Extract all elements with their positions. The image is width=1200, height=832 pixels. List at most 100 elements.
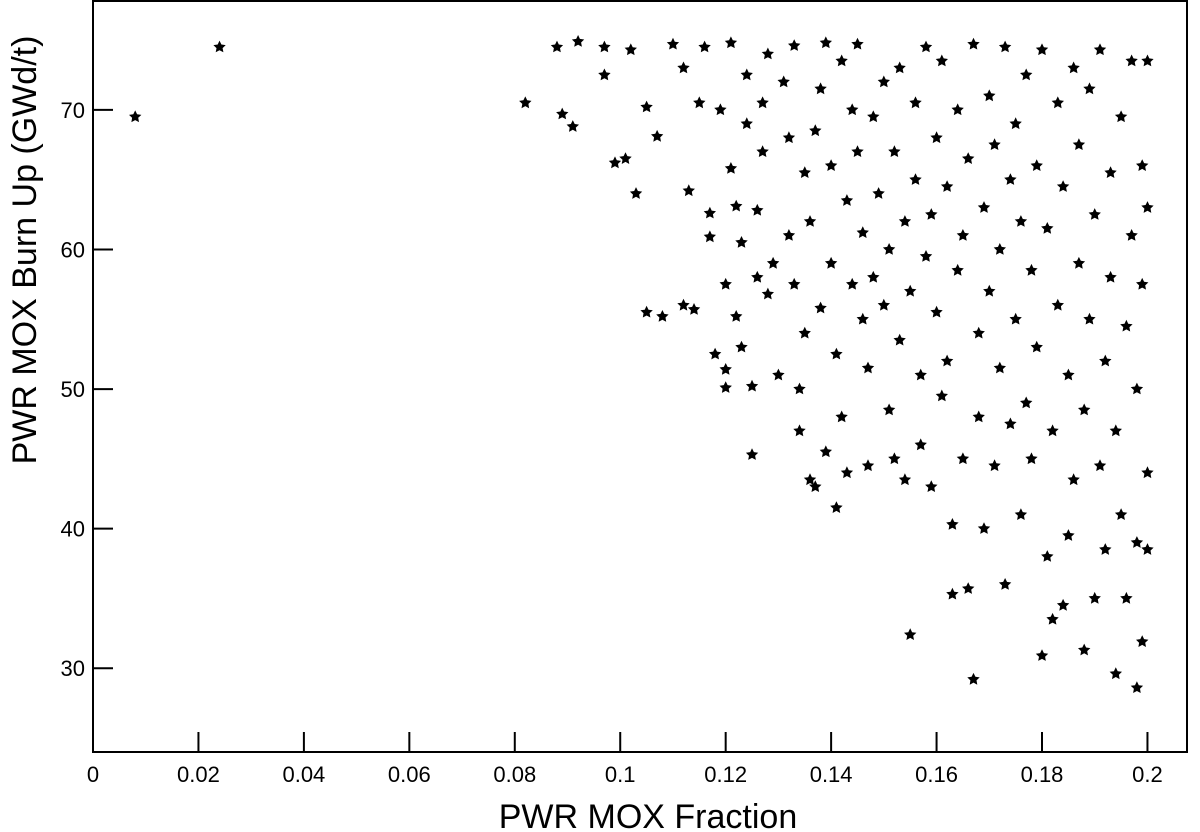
point [940,354,954,367]
point [993,243,1006,255]
point [1004,173,1017,185]
x-tick-label: 0.08 [493,762,536,787]
point [951,103,964,116]
point [519,96,532,109]
y-tick-label: 50 [61,377,85,402]
point [1104,166,1117,178]
point [1062,529,1075,541]
point [1141,466,1154,479]
x-tick-label: 0.16 [915,762,958,787]
y-tick-label: 30 [61,656,85,681]
point [856,312,869,325]
point [719,381,732,393]
point [708,347,722,360]
point [824,159,838,171]
point [935,54,948,67]
point [624,43,637,56]
point [1072,138,1086,150]
point [898,215,912,227]
point [751,203,764,216]
point [882,403,896,416]
x-tick-label: 0.02 [177,762,220,787]
point [893,61,906,74]
point [951,263,964,276]
y-tick-label: 60 [61,237,85,262]
point [772,368,785,381]
point [919,250,933,262]
point [977,522,991,534]
point [1051,298,1064,311]
point [1130,382,1144,395]
point [830,347,843,360]
point [682,184,695,197]
point [956,229,970,241]
point [846,277,859,290]
point [735,236,748,248]
point [798,326,811,339]
point [782,131,796,144]
point [888,145,901,157]
point [745,379,759,392]
point [877,298,890,311]
point [983,284,996,297]
point [213,40,226,53]
point [840,466,854,479]
point [651,129,664,142]
point [967,672,980,685]
point [1114,110,1128,123]
point [1025,263,1038,276]
point [998,578,1012,590]
point [1014,508,1028,520]
x-tick-label: 0.04 [282,762,325,787]
point [835,54,848,67]
point [1030,159,1043,171]
point [1009,117,1022,130]
point [1141,201,1154,213]
point [798,166,811,178]
point [972,410,985,423]
point [719,363,732,375]
point [988,459,1001,472]
y-axis-title: PWR MOX Burn Up (GWd/t) [6,36,44,465]
point [677,61,690,74]
point [1120,591,1133,604]
point [882,243,896,255]
point [898,473,912,486]
point [851,145,864,157]
point [730,310,743,322]
x-tick-label: 0.14 [810,762,853,787]
point [1062,368,1075,381]
point [872,187,885,199]
point [698,40,711,53]
point [1041,222,1054,234]
point [946,587,959,600]
point [867,270,880,283]
point [867,110,880,123]
x-tick-label: 0.2 [1132,762,1163,787]
point [993,361,1006,374]
point [1056,180,1070,192]
point [946,518,959,530]
point [1035,649,1049,661]
point [598,68,611,81]
point [1046,612,1059,625]
point [914,368,927,381]
point [1009,312,1022,325]
point [714,103,727,116]
point [830,501,843,513]
point [1046,424,1059,437]
point [940,180,954,192]
y-tick-label: 40 [61,517,85,542]
point [619,152,632,164]
point [814,82,827,95]
point [735,340,748,353]
point [935,389,948,402]
point [919,40,933,53]
point [1051,96,1064,109]
point [846,103,859,116]
point [861,361,875,374]
point [956,452,970,465]
point [1125,229,1138,241]
point [1099,543,1112,555]
